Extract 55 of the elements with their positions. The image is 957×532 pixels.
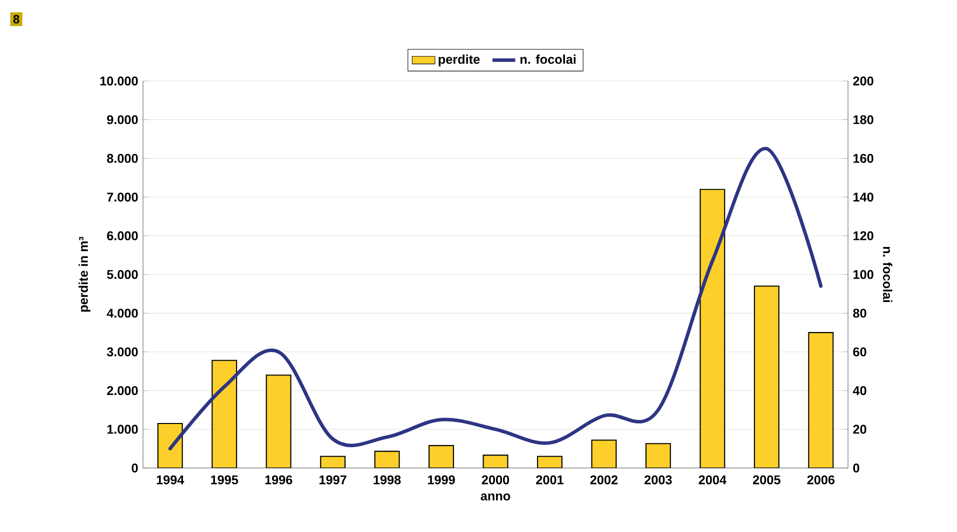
bar xyxy=(157,422,183,468)
legend-label: n. focolai xyxy=(520,54,576,64)
x-tick-label: 1999 xyxy=(428,475,455,484)
y-tick-label: 5.000 xyxy=(107,270,138,279)
bar xyxy=(266,374,292,468)
y-tick-label: 2.000 xyxy=(107,386,138,396)
y-tick-label: 6.000 xyxy=(107,231,138,240)
x-tick-label: 1994 xyxy=(156,475,184,484)
legend-label: perdite xyxy=(438,54,480,66)
line-series xyxy=(168,146,823,450)
y2-tick-label: 60 xyxy=(853,347,866,356)
y2-axis-title: n. focolai xyxy=(882,246,892,302)
y-tick-label: 3.000 xyxy=(106,347,138,356)
bar xyxy=(482,454,508,468)
y2-tick-label: 120 xyxy=(854,231,874,240)
y2-tick-label: 160 xyxy=(854,154,874,163)
bar xyxy=(808,332,834,468)
x-tick-label: 1997 xyxy=(320,475,346,484)
bar xyxy=(591,440,617,468)
y2-tick-label: 180 xyxy=(854,115,874,124)
x-axis-title: anno xyxy=(480,494,510,500)
x-tick-label: 1996 xyxy=(265,475,292,484)
bar xyxy=(536,456,562,468)
text: 8 xyxy=(13,14,20,24)
y2-tick-label: 0 xyxy=(853,464,860,472)
bar xyxy=(320,456,346,468)
y2-tick-label: 20 xyxy=(853,424,866,434)
y-tick-label: 7.000 xyxy=(107,192,138,202)
y2-tick-label: 100 xyxy=(854,270,874,279)
bar xyxy=(374,450,400,468)
y-tick-label: 10.000 xyxy=(100,76,138,86)
bar xyxy=(700,188,726,468)
x-tick-label: 2000 xyxy=(482,475,510,484)
x-tick-label: 1998 xyxy=(374,475,401,484)
x-tick-label: 2002 xyxy=(590,475,618,484)
y2-tick-label: 140 xyxy=(854,192,874,202)
x-tick-label: 2001 xyxy=(536,475,564,484)
y-tick-label: 0 xyxy=(132,464,138,472)
y-tick-label: 1.000 xyxy=(107,424,138,434)
bar xyxy=(754,286,780,468)
x-tick-label: 2005 xyxy=(753,475,780,484)
x-tick-label: 2006 xyxy=(807,475,835,484)
y-tick-label: 4.000 xyxy=(106,308,138,318)
y2-tick-label: 80 xyxy=(853,308,866,318)
bar xyxy=(428,445,454,468)
y2-tick-label: 200 xyxy=(853,76,874,86)
y-axis-title: perdite in m³ xyxy=(78,236,90,312)
y2-tick-label: 40 xyxy=(852,386,866,396)
bar xyxy=(645,443,671,468)
x-tick-label: 1995 xyxy=(211,475,238,484)
x-tick-label: 2003 xyxy=(644,475,672,484)
x-tick-label: 2004 xyxy=(698,475,726,484)
bar xyxy=(212,360,238,468)
y-tick-label: 9.000 xyxy=(107,115,138,124)
y-tick-label: 8.000 xyxy=(107,154,138,163)
